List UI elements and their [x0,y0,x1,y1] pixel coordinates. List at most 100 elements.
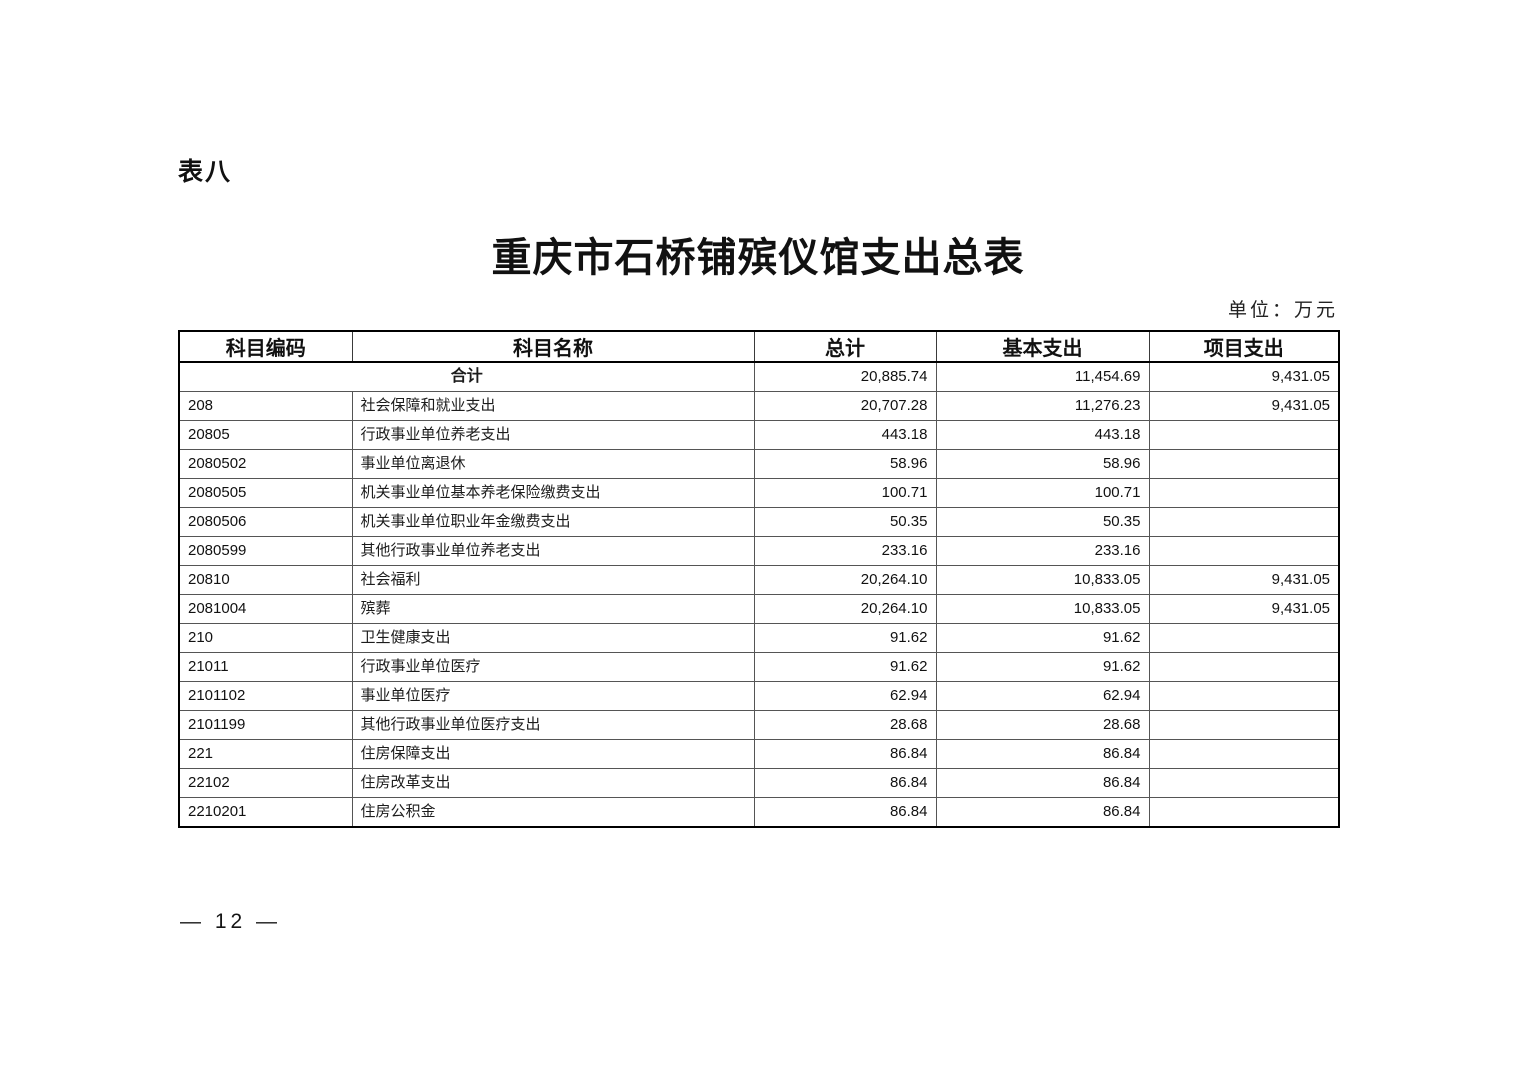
unit-note: 单位：万元 [1227,300,1338,321]
row-code: 2080506 [178,507,353,537]
row-basic: 91.62 [935,623,1150,653]
row-total: 20,264.10 [753,565,937,595]
row-basic: 233.16 [935,536,1150,566]
sheet-label: 表八 [178,158,233,186]
total-row: 合计 20,885.74 11,454.69 9,431.05 [178,361,1340,392]
row-name: 事业单位离退休 [351,449,755,479]
header-row: 科目编码 科目名称 总计 基本支出 项目支出 [178,330,1340,363]
row-project [1148,768,1340,798]
row-basic: 91.62 [935,652,1150,682]
table-row: 2101102 事业单位医疗 62.94 62.94 [178,681,1340,711]
table-row: 208 社会保障和就业支出 20,707.28 11,276.23 9,431.05 [178,391,1340,421]
row-total: 91.62 [753,652,937,682]
row-basic: 86.84 [935,797,1150,828]
row-name: 殡葬 [351,594,755,624]
row-code: 20810 [178,565,353,595]
page-title: 重庆市石桥铺殡仪馆支出总表 [491,235,1025,280]
row-project: 9,431.05 [1148,565,1340,595]
row-code: 2210201 [178,797,353,828]
row-code: 221 [178,739,353,769]
row-name: 社会保障和就业支出 [351,391,755,421]
row-basic: 100.71 [935,478,1150,508]
row-name: 事业单位医疗 [351,681,755,711]
row-name: 机关事业单位职业年金缴费支出 [351,507,755,537]
row-code: 2101102 [178,681,353,711]
row-total: 100.71 [753,478,937,508]
table-row: 2080506 机关事业单位职业年金缴费支出 50.35 50.35 [178,507,1340,537]
row-code: 2080599 [178,536,353,566]
total-row-project: 9,431.05 [1148,361,1340,392]
row-total: 86.84 [753,739,937,769]
row-total: 20,707.28 [753,391,937,421]
row-project [1148,623,1340,653]
row-code: 2101199 [178,710,353,740]
row-project [1148,739,1340,769]
table-row: 20805 行政事业单位养老支出 443.18 443.18 [178,420,1340,450]
row-project [1148,507,1340,537]
table-row: 2210201 住房公积金 86.84 86.84 [178,797,1340,828]
row-project: 9,431.05 [1148,594,1340,624]
total-row-label: 合计 [178,361,755,392]
row-basic: 10,833.05 [935,594,1150,624]
row-basic: 62.94 [935,681,1150,711]
row-code: 20805 [178,420,353,450]
row-basic: 10,833.05 [935,565,1150,595]
table-row: 22102 住房改革支出 86.84 86.84 [178,768,1340,798]
header-total: 总计 [753,330,937,363]
row-project: 9,431.05 [1148,391,1340,421]
table-row: 2080505 机关事业单位基本养老保险缴费支出 100.71 100.71 [178,478,1340,508]
total-row-basic: 11,454.69 [935,361,1150,392]
table-row: 2081004 殡葬 20,264.10 10,833.05 9,431.05 [178,594,1340,624]
row-name: 住房公积金 [351,797,755,828]
row-total: 443.18 [753,420,937,450]
row-name: 社会福利 [351,565,755,595]
row-code: 2080505 [178,478,353,508]
row-basic: 58.96 [935,449,1150,479]
row-name: 行政事业单位医疗 [351,652,755,682]
row-total: 86.84 [753,797,937,828]
row-name: 其他行政事业单位养老支出 [351,536,755,566]
page-number: — 12 — [180,910,282,933]
row-code: 2081004 [178,594,353,624]
row-name: 卫生健康支出 [351,623,755,653]
row-total: 20,264.10 [753,594,937,624]
row-name: 机关事业单位基本养老保险缴费支出 [351,478,755,508]
row-code: 21011 [178,652,353,682]
row-project [1148,478,1340,508]
row-total: 50.35 [753,507,937,537]
header-subject-name: 科目名称 [351,330,755,363]
header-project-expense: 项目支出 [1148,330,1340,363]
table-row: 2101199 其他行政事业单位医疗支出 28.68 28.68 [178,710,1340,740]
row-name: 其他行政事业单位医疗支出 [351,710,755,740]
row-total: 91.62 [753,623,937,653]
table-row: 2080599 其他行政事业单位养老支出 233.16 233.16 [178,536,1340,566]
header-subject-code: 科目编码 [178,330,353,363]
row-name: 住房保障支出 [351,739,755,769]
table-row: 21011 行政事业单位医疗 91.62 91.62 [178,652,1340,682]
row-project [1148,710,1340,740]
row-project [1148,681,1340,711]
row-project [1148,449,1340,479]
total-row-total: 20,885.74 [753,361,937,392]
row-project [1148,652,1340,682]
row-total: 233.16 [753,536,937,566]
row-basic: 28.68 [935,710,1150,740]
table-row: 221 住房保障支出 86.84 86.84 [178,739,1340,769]
row-project [1148,420,1340,450]
row-name: 行政事业单位养老支出 [351,420,755,450]
row-total: 62.94 [753,681,937,711]
row-basic: 86.84 [935,768,1150,798]
row-code: 208 [178,391,353,421]
row-code: 22102 [178,768,353,798]
row-basic: 50.35 [935,507,1150,537]
row-total: 28.68 [753,710,937,740]
row-basic: 443.18 [935,420,1150,450]
table-row: 210 卫生健康支出 91.62 91.62 [178,623,1340,653]
row-code: 210 [178,623,353,653]
row-project [1148,536,1340,566]
row-basic: 86.84 [935,739,1150,769]
table-row: 20810 社会福利 20,264.10 10,833.05 9,431.05 [178,565,1340,595]
expenditure-table: 科目编码 科目名称 总计 基本支出 项目支出 合计 20,885.74 11,4… [178,330,1340,828]
row-total: 58.96 [753,449,937,479]
